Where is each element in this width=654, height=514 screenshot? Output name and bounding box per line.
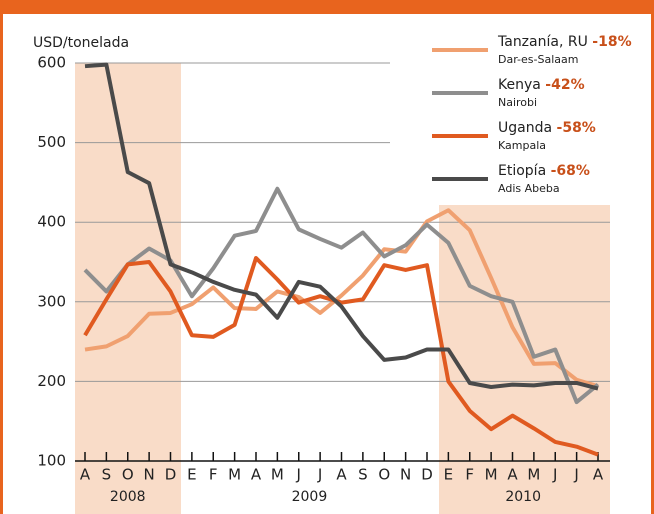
legend-city: Dar-es-Salaam xyxy=(498,53,578,66)
x-tick-label: F xyxy=(465,466,474,484)
x-tick-label: A xyxy=(593,466,604,484)
x-tick-label: J xyxy=(296,466,301,484)
series-line xyxy=(84,208,599,389)
x-tick-label: A xyxy=(80,466,91,484)
legend-name: Etiopía xyxy=(498,163,546,179)
legend-label: Tanzanía, RU -18% xyxy=(497,34,632,50)
x-tick-label: N xyxy=(400,466,411,484)
y-tick-label: 300 xyxy=(37,292,66,310)
x-tick-label: J xyxy=(552,466,557,484)
y-tick-label: 200 xyxy=(37,372,66,390)
shade-2010 xyxy=(439,205,610,514)
legend-name: Uganda xyxy=(498,120,552,136)
x-tick-label: M xyxy=(485,466,498,484)
legend-change: -42% xyxy=(545,77,584,93)
legend-name: Tanzanía, RU xyxy=(497,34,588,50)
x-tick-label: D xyxy=(165,466,177,484)
y-tick-label: 400 xyxy=(37,213,66,231)
x-tick-label: F xyxy=(209,466,218,484)
legend-label: Uganda -58% xyxy=(498,120,596,136)
x-tick-label: M xyxy=(228,466,241,484)
x-tick-label: A xyxy=(251,466,262,484)
x-tick-label: J xyxy=(317,466,322,484)
legend-name: Kenya xyxy=(498,77,541,93)
x-tick-label: E xyxy=(444,466,453,484)
legend-change: -58% xyxy=(557,120,596,136)
legend-city: Kampala xyxy=(498,139,546,152)
left-border xyxy=(0,0,3,514)
right-border xyxy=(651,0,654,514)
x-tick-label: M xyxy=(271,466,284,484)
series-line xyxy=(84,62,599,391)
legend-background xyxy=(390,28,648,200)
x-tick-label: S xyxy=(358,466,368,484)
y-axis-label: USD/tonelada xyxy=(33,35,129,51)
x-tick-label: S xyxy=(102,466,112,484)
year-label: 2008 xyxy=(110,489,146,505)
top-bar xyxy=(0,0,654,14)
legend-label: Kenya -42% xyxy=(498,77,585,93)
x-tick-label: A xyxy=(336,466,347,484)
x-tick-label: D xyxy=(421,466,433,484)
x-tick-label: J xyxy=(573,466,578,484)
legend-change: -68% xyxy=(551,163,590,179)
shade-2008 xyxy=(75,63,181,514)
x-tick-label: M xyxy=(527,466,540,484)
x-tick-label: A xyxy=(507,466,518,484)
y-tick-label: 500 xyxy=(37,133,66,151)
y-tick-label: 600 xyxy=(37,54,66,72)
x-tick-label: N xyxy=(144,466,155,484)
year-label: 2010 xyxy=(505,489,541,505)
x-tick-label: E xyxy=(187,466,196,484)
legend-city: Nairobi xyxy=(498,96,537,109)
x-tick-label: O xyxy=(378,466,390,484)
series-line xyxy=(83,256,599,457)
y-tick-label: 100 xyxy=(37,452,66,470)
year-label: 2009 xyxy=(292,489,328,505)
legend-label: Etiopía -68% xyxy=(498,163,590,179)
legend-change: -18% xyxy=(592,34,631,50)
x-tick-label: O xyxy=(122,466,134,484)
legend-city: Adis Abeba xyxy=(498,182,560,195)
